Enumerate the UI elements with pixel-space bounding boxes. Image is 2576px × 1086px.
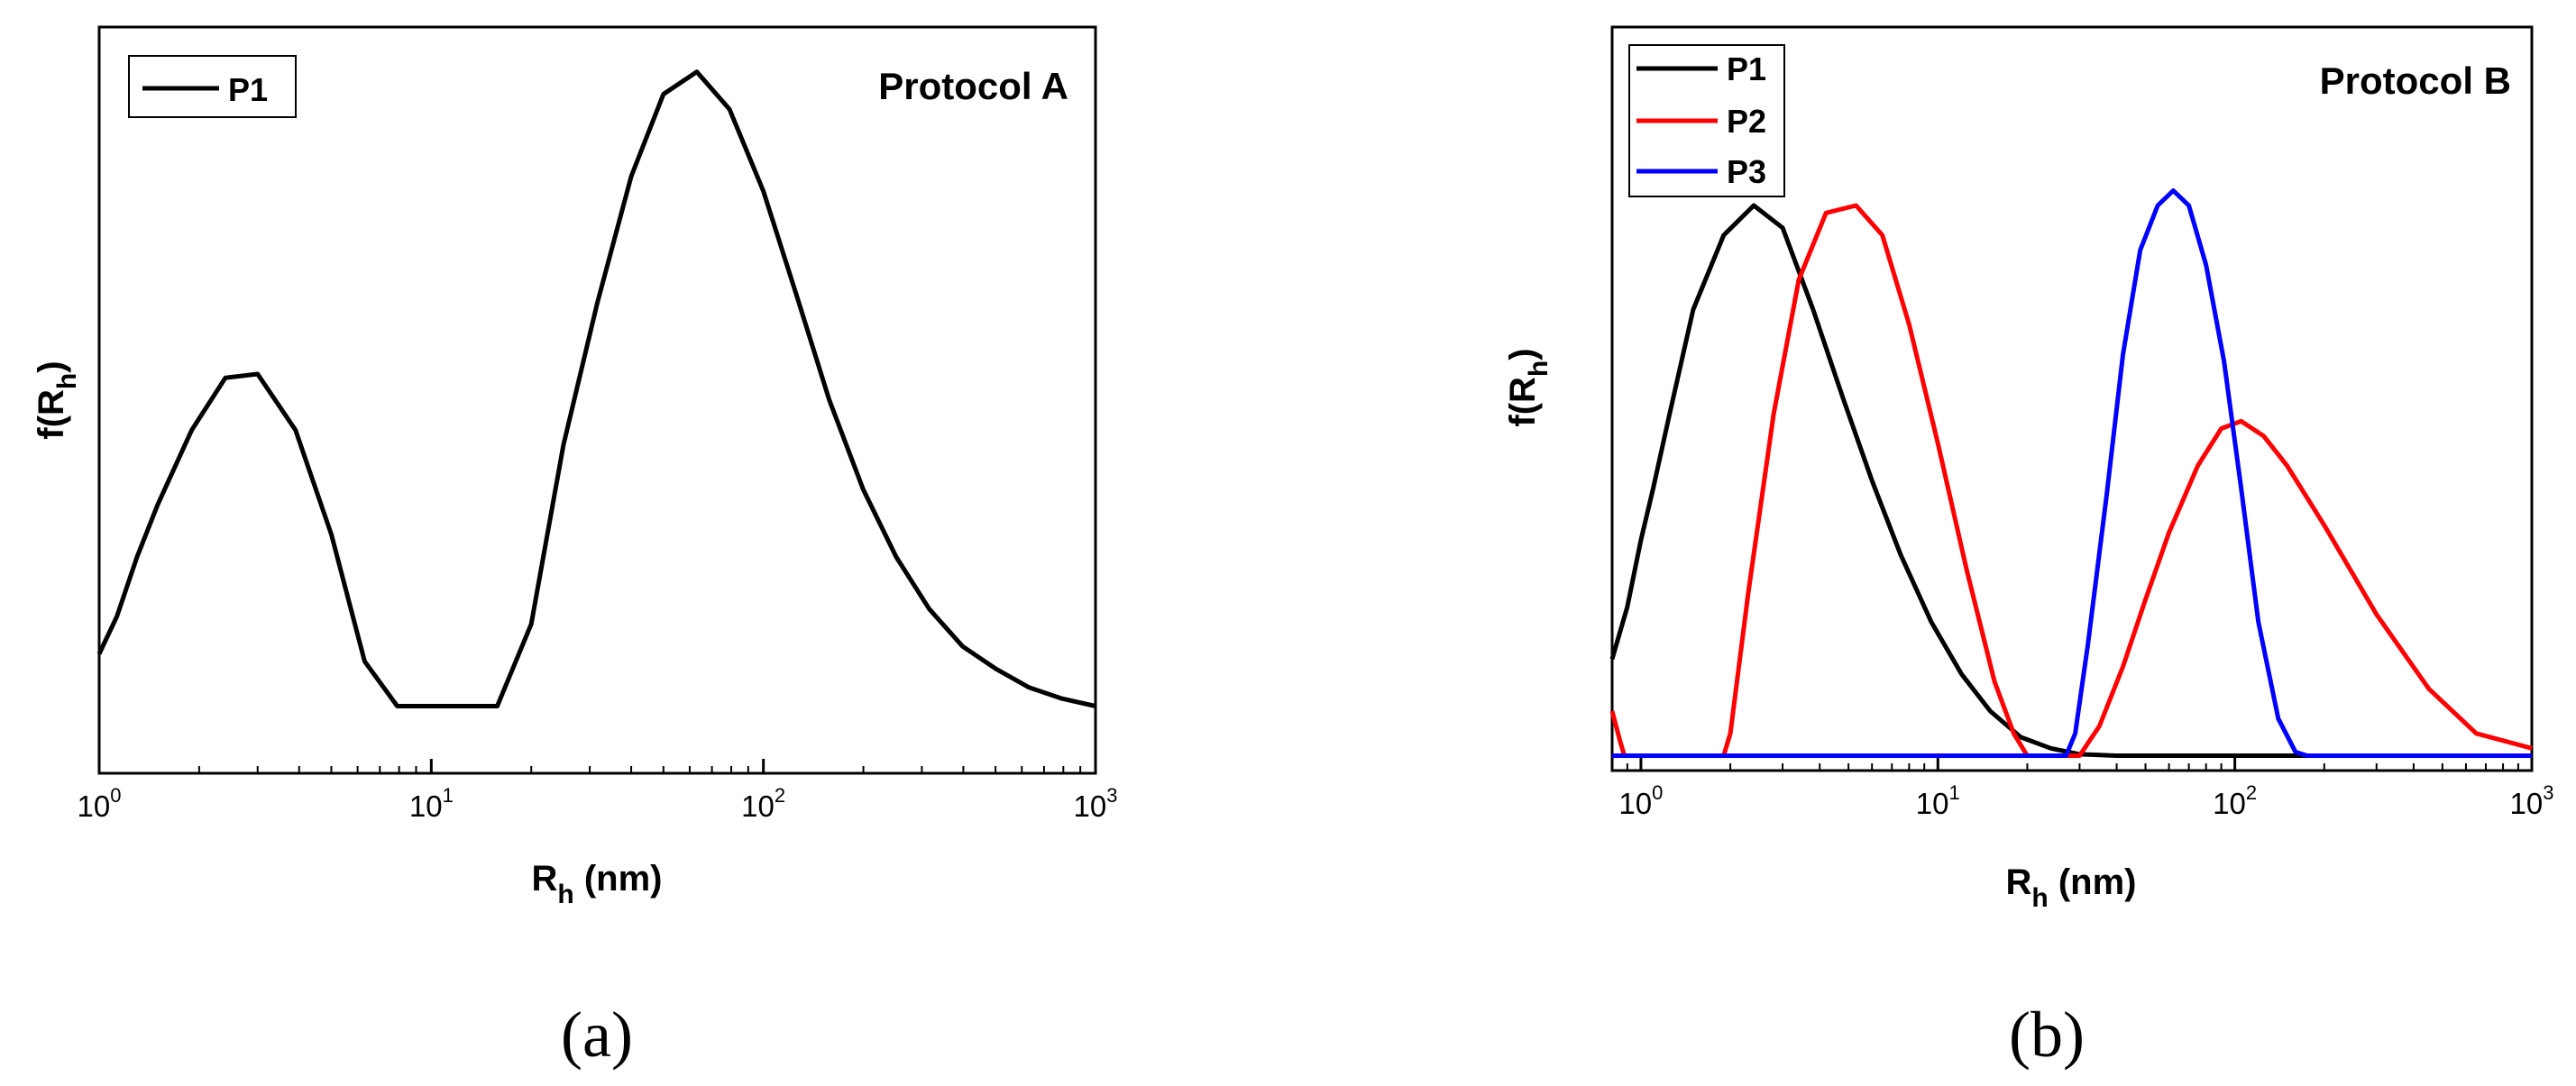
legend-a: P1 — [128, 55, 297, 118]
x-tick-base-a-0: 10 — [78, 789, 111, 823]
x-axis-title-b-unit: (nm) — [2049, 862, 2137, 902]
x-axis-title-a: Rh (nm) — [532, 859, 663, 909]
x-tick-exp-a-3: 3 — [1106, 784, 1117, 807]
x-tick-exp-a-1: 1 — [443, 784, 454, 807]
legend-b: P1 P2 P3 — [1628, 44, 1785, 197]
series-line-a-p1 — [96, 69, 1096, 708]
y-axis-title-b-sub: h — [1524, 360, 1554, 377]
y-axis-title-b-group: f(Rh) — [1503, 348, 1554, 426]
x-tick-label-b-2: 102 — [2213, 781, 2257, 820]
x-tick-base-b-1: 10 — [1916, 787, 1949, 820]
caption-b: (b) — [2009, 999, 2085, 1071]
y-axis-title-a-sub: h — [52, 373, 82, 389]
x-axis-title-b-main: R — [2006, 862, 2032, 902]
series-lines-a — [96, 69, 1096, 708]
x-tick-exp-b-0: 0 — [1652, 781, 1663, 804]
caption-a: (a) — [561, 999, 633, 1071]
x-tick-label-a-1: 101 — [409, 784, 454, 823]
x-axis-title-b: Rh (nm) — [2006, 862, 2137, 913]
x-tick-exp-a-0: 0 — [110, 784, 121, 807]
legend-label-b-p3: P3 — [1727, 153, 1766, 190]
series-lines-b — [1609, 188, 2533, 758]
x-tick-exp-b-2: 2 — [2246, 781, 2257, 804]
x-tick-label-a-0: 100 — [78, 784, 122, 823]
y-axis-title-a-main: f(R — [32, 389, 71, 440]
y-axis-title-b-end: ) — [1503, 348, 1543, 360]
x-axis-title-a-unit: (nm) — [574, 859, 663, 899]
x-tick-exp-b-1: 1 — [1949, 781, 1960, 804]
x-tick-base-a-1: 10 — [409, 789, 443, 823]
x-ticks-a: 100 101 102 103 — [78, 759, 1118, 823]
y-axis-title-b-main: f(R — [1503, 377, 1543, 427]
x-tick-base-b-3: 10 — [2510, 787, 2544, 820]
x-tick-exp-a-2: 2 — [775, 784, 785, 807]
y-axis-title-b: f(Rh) — [1503, 348, 1554, 426]
chart-panel-b: 100 101 102 103 P1 P2 P3 Protocol B Rh (nm)… — [1503, 25, 2554, 1071]
y-axis-title-a-group: f(Rh) — [32, 360, 82, 439]
x-tick-base-b-0: 10 — [1618, 787, 1652, 820]
x-tick-label-b-3: 103 — [2510, 781, 2554, 820]
x-ticks-b: 100 101 102 103 — [1611, 756, 2554, 820]
series-line-b-p1 — [1609, 203, 2532, 758]
x-tick-label-b-1: 101 — [1916, 781, 1960, 820]
x-tick-label-b-0: 100 — [1618, 781, 1663, 820]
x-tick-label-a-3: 103 — [1074, 784, 1118, 823]
x-tick-base-b-2: 10 — [2213, 787, 2246, 820]
legend-label-b-p1: P1 — [1727, 50, 1766, 87]
legend-label-b-p2: P2 — [1727, 103, 1766, 140]
legend-label-a-p1: P1 — [228, 71, 268, 108]
x-tick-label-a-2: 102 — [741, 784, 785, 823]
x-axis-title-a-sub: h — [557, 880, 573, 909]
x-axis-title-a-main: R — [532, 859, 558, 899]
plot-frame-a — [97, 25, 1097, 775]
y-axis-title-a: f(Rh) — [32, 360, 82, 439]
chart-title-b: Protocol B — [2320, 59, 2511, 102]
chart-panel-a: 100 101 102 103 P1 Protocol A Rh (nm) f(Rh)… — [32, 25, 1118, 1071]
chart-title-a: Protocol A — [878, 65, 1068, 107]
y-axis-title-a-end: ) — [32, 360, 71, 372]
series-line-b-p3 — [1612, 188, 2532, 758]
x-tick-base-a-3: 10 — [1074, 789, 1107, 823]
series-line-b-p2 — [1609, 203, 2533, 758]
x-tick-base-a-2: 10 — [741, 789, 775, 823]
x-axis-title-b-sub: h — [2031, 883, 2048, 913]
x-tick-exp-b-3: 3 — [2543, 781, 2553, 804]
